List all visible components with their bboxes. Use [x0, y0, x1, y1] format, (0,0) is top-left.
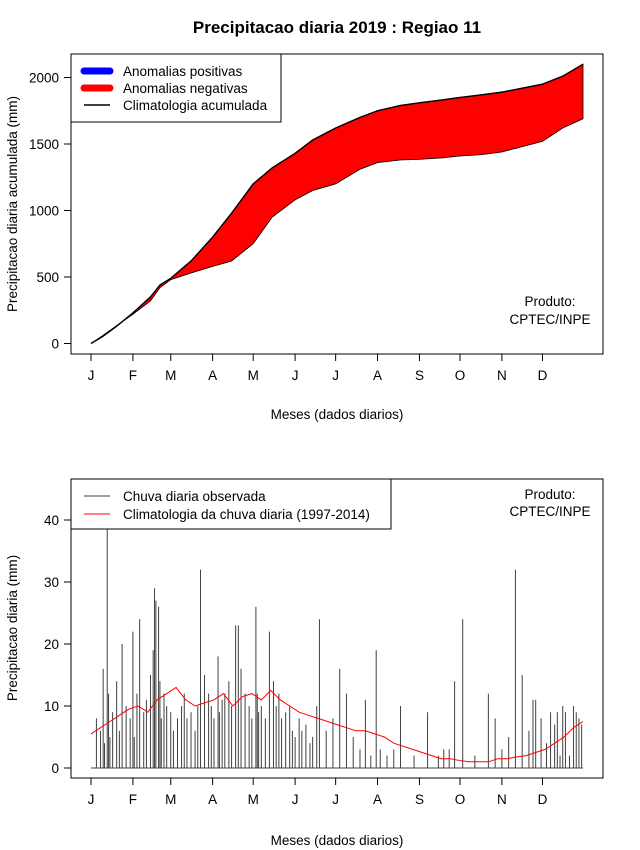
top-y-tick-label: 1000 — [29, 204, 59, 219]
bottom-x-tick-label: J — [292, 792, 299, 807]
bottom-x-tick-label: A — [373, 792, 382, 807]
top-x-tick-label: N — [497, 368, 507, 383]
bottom-climatology-layer — [90, 686, 584, 763]
top-y-tick-label: 2000 — [29, 71, 59, 86]
top-x-tick-label: J — [332, 368, 339, 383]
top-panel: 0 500 1000 1500 2000 J F M A M J J A S O N D Precipitac… — [5, 53, 604, 422]
top-source-line-1: Produto: — [524, 294, 575, 309]
bottom-bars-layer — [91, 526, 583, 769]
top-y-axis-label: Precipitacao diaria acumulada (mm) — [5, 96, 20, 312]
legend-climatology-label: Climatologia acumulada — [123, 98, 268, 113]
top-y-tick-label: 0 — [51, 337, 59, 352]
climatology-accumulated-line — [90, 63, 584, 345]
top-x-tick-label: M — [248, 368, 259, 383]
bottom-y-tick-label: 0 — [51, 761, 59, 776]
top-x-tick-label: M — [165, 368, 176, 383]
bottom-x-tick-label: M — [248, 792, 259, 807]
bottom-x-tick-label: J — [332, 792, 339, 807]
bottom-x-tick-label: D — [538, 792, 548, 807]
bottom-y-tick-label: 10 — [44, 699, 59, 714]
top-source-line-2: CPTEC/INPE — [509, 312, 590, 327]
top-x-tick-label: J — [88, 368, 95, 383]
legend-negative-label: Anomalias negativas — [123, 81, 248, 96]
bottom-x-tick-label: J — [88, 792, 95, 807]
top-x-axis-label: Meses (dados diarios) — [271, 407, 404, 422]
top-x-tick-label: J — [292, 368, 299, 383]
top-y-axis: 0 500 1000 1500 2000 — [29, 71, 72, 352]
bottom-y-tick-label: 20 — [44, 637, 59, 652]
top-y-tick-label: 1500 — [29, 137, 59, 152]
bottom-y-tick-label: 30 — [44, 575, 59, 590]
bottom-legend-box — [70, 478, 392, 530]
bottom-y-tick-label: 40 — [44, 513, 59, 528]
bottom-x-tick-label: O — [455, 792, 466, 807]
top-x-tick-label: A — [373, 368, 382, 383]
bottom-x-tick-label: F — [129, 792, 137, 807]
bottom-x-tick-label: S — [415, 792, 424, 807]
bottom-x-axis-label: Meses (dados diarios) — [271, 833, 404, 848]
top-x-tick-label: F — [129, 368, 137, 383]
top-legend: Anomalias positivas Anomalias negativas … — [70, 53, 282, 123]
top-x-tick-label: S — [415, 368, 424, 383]
daily-climatology-line — [90, 686, 584, 763]
bottom-x-tick-label: A — [208, 792, 217, 807]
legend-observed-label: Chuva diaria observada — [123, 489, 266, 504]
top-x-tick-label: O — [455, 368, 466, 383]
bottom-source-line-2: CPTEC/INPE — [509, 504, 590, 519]
bottom-legend: Chuva diaria observada Climatologia da c… — [70, 478, 392, 530]
legend-positive-label: Anomalias positivas — [123, 64, 243, 79]
bottom-y-axis: 0 10 20 30 40 — [44, 513, 72, 776]
bottom-y-axis-label: Precipitacao diaria (mm) — [5, 555, 20, 701]
bottom-panel: 0 10 20 30 40 J F M A M J J A S O N D Precipitacao diar… — [5, 478, 604, 848]
chart-title: Precipitacao diaria 2019 : Regiao 11 — [193, 18, 481, 37]
top-climatology-layer — [90, 63, 584, 345]
bottom-x-tick-label: N — [497, 792, 507, 807]
top-x-tick-label: D — [538, 368, 548, 383]
bottom-x-tick-label: M — [165, 792, 176, 807]
legend-daily-climatology-label: Climatologia da chuva diaria (1997-2014) — [123, 507, 370, 522]
bottom-source-line-1: Produto: — [524, 487, 575, 502]
top-x-tick-label: A — [208, 368, 217, 383]
top-y-tick-label: 500 — [36, 270, 59, 285]
